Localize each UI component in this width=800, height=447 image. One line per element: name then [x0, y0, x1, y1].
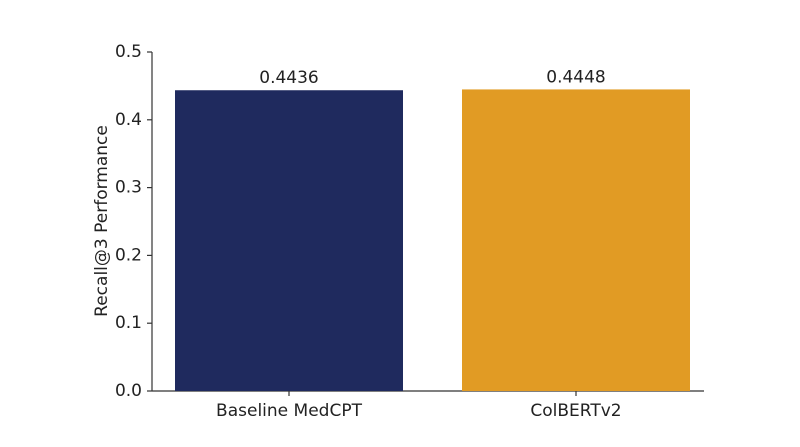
x-tick-label: ColBERTv2 [530, 401, 621, 421]
bar [175, 90, 403, 391]
x-tick-label: Baseline MedCPT [216, 401, 363, 421]
y-axis-label: Recall@3 Performance [92, 125, 112, 317]
y-tick-label: 0.5 [115, 42, 142, 62]
y-tick-label: 0.1 [115, 313, 142, 333]
data-label: 0.4436 [259, 68, 318, 88]
bar [462, 89, 690, 391]
y-tick-label: 0.3 [115, 178, 142, 198]
data-label: 0.4448 [546, 67, 605, 87]
y-tick-label: 0.0 [115, 381, 142, 401]
y-tick-label: 0.4 [115, 110, 142, 130]
y-tick-label: 0.2 [115, 245, 142, 265]
